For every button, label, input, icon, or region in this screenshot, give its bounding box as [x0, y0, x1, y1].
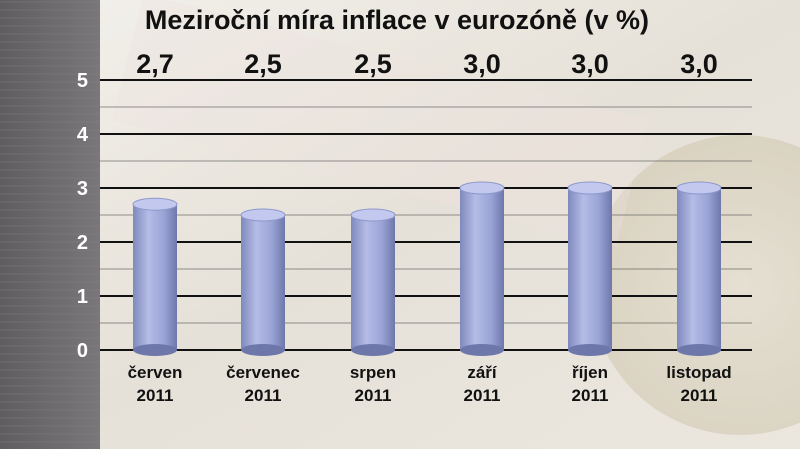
y-tick-label: 3: [77, 178, 88, 200]
bar: [132, 197, 178, 356]
gridlines: [100, 79, 752, 351]
bar: [676, 181, 722, 356]
x-tick-label-year: 2011: [464, 386, 501, 405]
x-tick-label-month: červenec: [226, 363, 300, 382]
data-label: 2,7: [136, 49, 174, 79]
x-tick-label-year: 2011: [355, 386, 392, 405]
data-labels: 2,7 2,5 2,5 3,0 3,0 3,0: [136, 49, 718, 79]
data-label: 2,5: [354, 49, 392, 79]
bar-body: [568, 188, 612, 350]
x-tick-label-year: 2011: [681, 386, 718, 405]
bar-body: [241, 215, 285, 350]
bar-base: [133, 344, 177, 356]
bar-base: [241, 344, 285, 356]
bar-body: [677, 188, 721, 350]
bar: [459, 181, 505, 356]
x-tick-label-month: červen: [128, 363, 183, 382]
y-axis-ticks: 0 1 2 3 4 5: [77, 70, 89, 362]
bar-body: [460, 188, 504, 350]
data-label: 3,0: [680, 49, 718, 79]
bar-body: [351, 215, 395, 350]
data-label: 3,0: [571, 49, 609, 79]
bar-body: [133, 204, 177, 350]
bar-base: [460, 344, 504, 356]
x-tick-label-year: 2011: [245, 386, 282, 405]
bar-base: [351, 344, 395, 356]
bar: [240, 208, 286, 356]
bar: [350, 208, 396, 356]
x-tick-label-month: říjen: [572, 363, 608, 382]
x-axis-labels: červen 2011 červenec 2011 srpen 2011 září 2011 ř…: [128, 363, 732, 405]
x-tick-label-year: 2011: [137, 386, 174, 405]
x-tick-label-month: listopad: [666, 363, 731, 382]
sidebar-stripes: [0, 1, 100, 443]
bar-top: [132, 197, 178, 211]
bar-top: [676, 181, 722, 195]
bars: [132, 181, 722, 356]
data-label: 2,5: [244, 49, 282, 79]
bar-top: [567, 181, 613, 195]
y-tick-label: 5: [77, 70, 88, 92]
bar-base: [568, 344, 612, 356]
x-tick-label-month: září: [467, 363, 498, 382]
x-tick-label-month: srpen: [350, 363, 396, 382]
banknote-decoration: [111, 0, 649, 246]
bar-base: [677, 344, 721, 356]
bar-top: [350, 208, 396, 222]
y-tick-label: 2: [77, 232, 88, 254]
left-sidebar-panel: [0, 0, 100, 449]
chart-title: Meziroční míra inflace v eurozóně (v %): [145, 5, 649, 35]
bar-top: [459, 181, 505, 195]
y-tick-label: 1: [77, 286, 88, 308]
x-tick-label-year: 2011: [572, 386, 609, 405]
y-tick-label: 4: [77, 124, 89, 146]
data-label: 3,0: [463, 49, 501, 79]
bar-top: [240, 208, 286, 222]
y-tick-label: 0: [77, 340, 88, 362]
bar: [567, 181, 613, 356]
